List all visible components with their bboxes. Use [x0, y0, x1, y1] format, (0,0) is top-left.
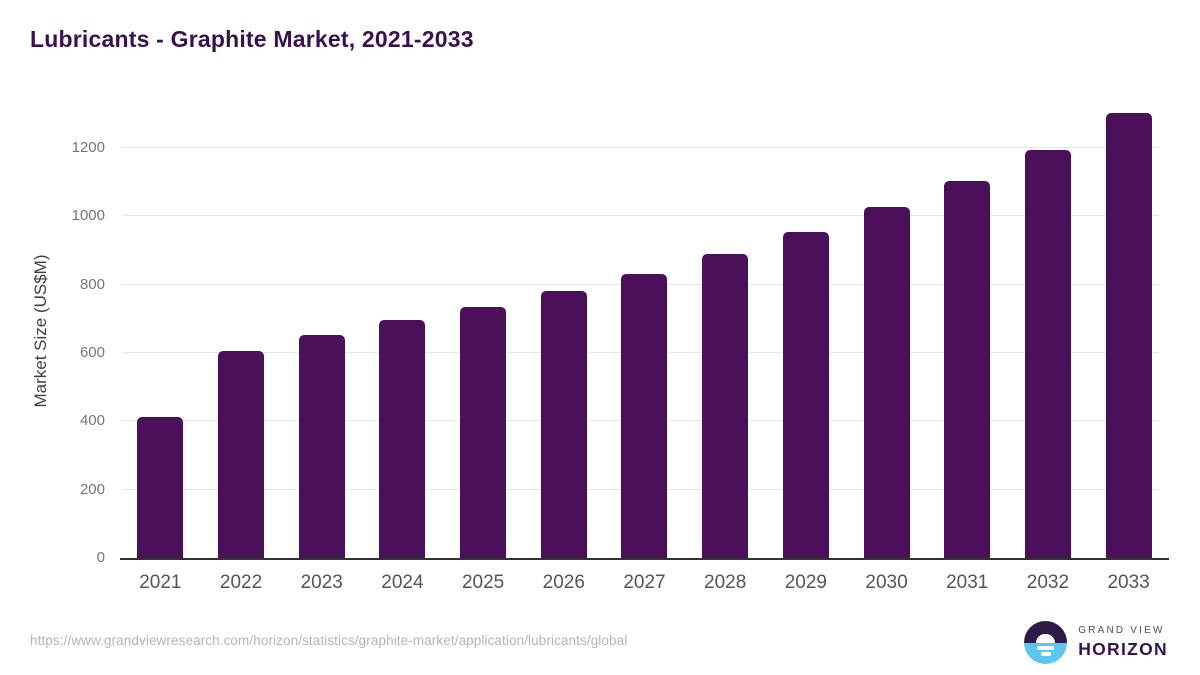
logo-text-grand-view: GRAND VIEW [1078, 625, 1165, 636]
x-axis-tick-label: 2026 [542, 572, 585, 593]
bar-2027 [621, 273, 668, 558]
horizon-sunrise-icon [1024, 621, 1068, 664]
logo-reflection-bar [1040, 652, 1051, 656]
bar-2021 [137, 416, 184, 558]
source-url: https://www.grandviewresearch.com/horizo… [30, 633, 628, 648]
bars-row: 2021 2022 2023 2024 2025 2026 2027 2028 2029 2030… [120, 100, 1169, 593]
bar-2029 [782, 232, 829, 558]
bar-column-2033: 2033 [1088, 100, 1169, 593]
y-axis-tick-label: 400 [79, 412, 105, 430]
logo-text-horizon: HORIZON [1078, 639, 1168, 659]
bar-2022 [218, 350, 265, 558]
x-axis-tick-label: 2022 [219, 572, 263, 593]
bar-column-2032: 2032 [1008, 100, 1089, 593]
logo-sky-half [1024, 621, 1068, 643]
bar-2023 [298, 334, 345, 558]
x-axis-tick-label: 2031 [946, 572, 989, 593]
bar-column-2029: 2029 [766, 100, 847, 593]
y-axis-tick-label: 800 [79, 275, 105, 293]
bar-2026 [540, 291, 587, 558]
bar-2028 [702, 253, 749, 558]
chart-title: Lubricants - Graphite Market, 2021-2033 [30, 26, 474, 52]
bar-column-2028: 2028 [685, 100, 766, 593]
bar-column-2026: 2026 [523, 100, 604, 593]
y-axis-tick-label: 1200 [71, 138, 105, 156]
gridline [122, 215, 1159, 217]
x-axis-tick-label: 2030 [865, 572, 908, 593]
logo-sun-shape [1036, 633, 1056, 643]
bar-2030 [863, 206, 910, 558]
bar-2024 [379, 319, 426, 558]
bar-column-2022: 2022 [201, 100, 282, 593]
y-axis-tick-label: 1000 [71, 207, 105, 225]
x-axis-tick-label: 2032 [1026, 572, 1070, 593]
x-axis-tick-label: 2027 [623, 572, 666, 593]
grand-view-horizon-logo: GRAND VIEW HORIZON [1024, 621, 1168, 664]
bar-column-2024: 2024 [362, 100, 443, 593]
x-axis-tick-label: 2033 [1107, 572, 1150, 593]
x-axis-tick-label: 2028 [704, 572, 747, 593]
y-axis-tick-label: 0 [96, 549, 105, 566]
x-axis-tick-label: 2023 [300, 572, 343, 593]
y-axis-title: Market Size (US$M) [31, 254, 50, 408]
bar-2031 [944, 181, 991, 558]
x-axis-tick-label: 2029 [784, 572, 827, 593]
bar-column-2030: 2030 [846, 100, 927, 593]
logo-text: GRAND VIEW HORIZON [1078, 625, 1168, 660]
bar-column-2023: 2023 [281, 100, 362, 593]
x-axis-tick-label: 2024 [381, 572, 424, 593]
logo-reflection-bar [1037, 646, 1055, 650]
x-axis-tick-label: 2021 [139, 572, 182, 593]
bar-2032 [1024, 149, 1071, 558]
bar-column-2025: 2025 [443, 100, 524, 593]
bar-column-2021: 2021 [120, 100, 201, 593]
bar-2025 [460, 307, 507, 558]
bar-column-2031: 2031 [927, 100, 1008, 593]
x-axis-tick-label: 2025 [461, 572, 505, 593]
bar-chart-plot: 0 200 400 600 800 1000 1200 2021 2022 2023 2024 202… [72, 100, 1169, 593]
y-axis-tick-label: 600 [79, 343, 105, 361]
bar-2033 [1105, 112, 1152, 558]
y-axis-tick-label: 200 [79, 480, 105, 498]
gridline [122, 146, 1159, 148]
bar-column-2027: 2027 [604, 100, 685, 593]
